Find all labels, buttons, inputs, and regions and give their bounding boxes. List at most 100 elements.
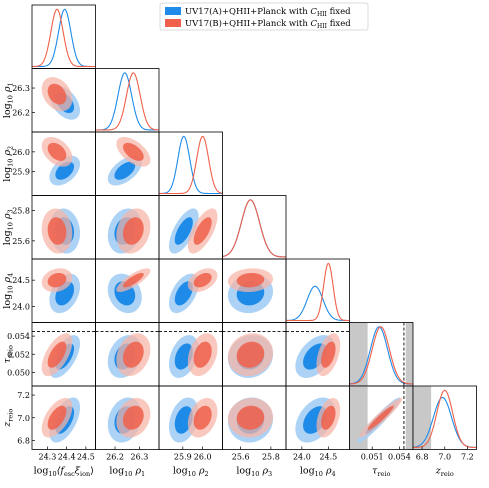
y-tick-label: 24.5 [12,276,30,285]
contour-1sigma-B [47,341,67,368]
panel-fesc-rho3 [31,195,96,260]
contour-1sigma-B [321,341,336,368]
panel-rho2-tau [158,322,223,387]
x-axis-label-rho4: log10 ρ4 [300,466,336,479]
x-tick-label: 0.051 [361,453,384,462]
panel-rho4-zreio [285,385,350,450]
pdf-curve-B [286,262,350,322]
panel-rho1-tau [95,322,160,387]
y-tick-label: 26.2 [12,108,30,117]
panel-rho4-tau [285,322,350,387]
x-tick-label: 24.3 [38,453,56,462]
contour-1sigma-B [47,83,67,105]
panel-rho2-rho4 [158,258,223,323]
panel-grid [31,4,477,450]
panel-content [413,386,477,450]
x-tick-label: 26.0 [194,453,212,462]
y-axis-label-zreio: zreio [2,409,15,428]
panel-content [95,331,159,378]
panel-tau-zreio [349,385,414,450]
excluded-band [405,386,413,450]
panel-fesc-rho1 [31,68,96,133]
contour-1sigma-B [122,405,144,430]
panel-content [41,137,81,186]
x-axis-label-rho3: log10 ρ3 [236,466,272,479]
legend: UV17(A)+QHII+Planck with CHII fixedUV17(… [159,2,369,31]
legend-label-B: UV17(B)+QHII+Planck with CHII fixed [185,18,351,30]
contour-1sigma-B [236,405,265,430]
contour-1sigma-A [174,217,193,245]
axis-labels: 26.226.325.926.025.625.824.024.50.0500.0… [2,82,474,478]
panel-rho2-zreio [158,385,223,450]
x-axis-label-tau: τreio [372,466,390,479]
y-tick-label: 25.9 [12,168,30,177]
panel-content [169,268,218,314]
panel-content [349,386,413,450]
x-tick-label: 25.9 [174,453,192,462]
y-axis-label-rho1: log10 ρ1 [2,82,15,118]
contour-1sigma-B [236,272,265,288]
panel-content [159,135,223,195]
panel-rho1-rho4 [95,258,160,323]
x-axis-label-rho1: log10 ρ1 [109,466,145,479]
panel-fesc-rho2 [31,131,96,196]
pdf-curve-B [159,135,223,195]
y-axis-label-rho4: log10 ρ4 [2,273,15,309]
pdf-curve-A [95,72,159,131]
contour-1sigma-B [47,405,67,430]
x-tick-label: 0.054 [388,453,411,462]
pdf-curve-B [349,326,413,385]
x-axis-label-fesc: log10⟨fescξion⟩ [34,466,94,479]
panel-content [41,397,81,443]
panel-content [41,208,81,254]
x-tick-label: 24.5 [77,453,95,462]
y-tick-label: 26.0 [12,148,30,157]
x-tick-label: 26.3 [131,453,149,462]
pdf-curve-B [222,199,286,258]
contour-1sigma-A [114,161,136,180]
panel-content [41,77,81,120]
panel-content [32,331,96,378]
panel-rho1-rho2 [95,131,160,196]
x-tick-label: 6.8 [416,453,429,462]
panel-content [295,397,341,443]
x-tick-label: 26.2 [106,453,124,462]
panel-content [222,199,286,258]
panel-content [95,72,159,131]
pdf-curve-B [95,72,159,131]
y-axis-label-rho3: log10 ρ3 [2,209,15,245]
x-tick-label: 24.4 [58,453,76,462]
panel-frame [285,258,350,323]
panel-rho1-rho3 [95,195,160,260]
x-tick-label: 7.0 [438,453,451,462]
contour-1sigma-B [236,341,265,368]
panel-content [227,268,274,314]
panel-content [222,331,286,378]
contour-1sigma-B [193,341,212,368]
y-tick-label: 0.054 [7,332,30,341]
contour-1sigma-B [122,272,144,288]
y-axis-label-tau: τreio [2,345,15,363]
contour-1sigma-B [367,405,394,430]
panel-content [32,8,96,68]
pdf-curve-A [349,326,413,385]
contour-1sigma-B [321,405,336,430]
y-tick-label: 0.052 [7,350,30,359]
contour-1sigma-B [193,217,212,245]
panel-content [107,208,151,254]
panel-content [227,397,274,443]
pdf-curve-B [413,389,477,449]
excluded-band [349,322,368,386]
panel-rho3-rho4 [222,258,287,323]
legend-swatch-B [165,19,181,27]
panel-fesc-zreio [31,385,96,450]
panel-content [41,268,81,314]
panel-rho4-rho4 [285,258,350,323]
contour-1sigma-B [122,217,144,245]
panel-content [286,331,350,378]
y-tick-label: 7.0 [17,414,30,423]
panel-content [169,208,218,254]
y-tick-label: 0.050 [7,368,30,377]
x-tick-label: 7.2 [461,453,474,462]
